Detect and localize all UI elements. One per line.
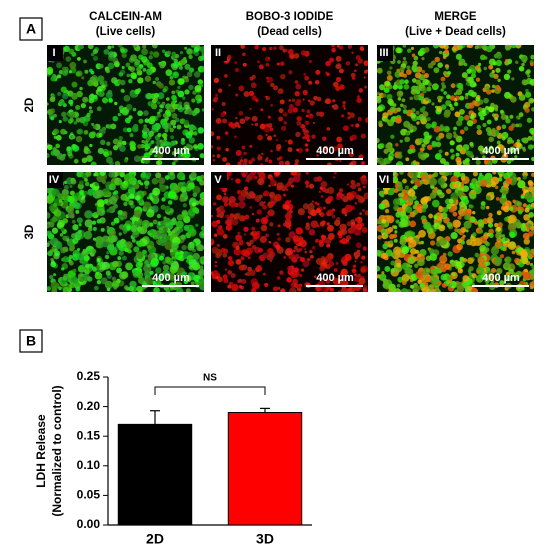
image-label-box	[377, 172, 393, 188]
image-label: I	[52, 47, 55, 59]
y-tick-label: 0.10	[77, 458, 101, 472]
significance-label: NS	[203, 373, 217, 384]
scale-bar-label: 400 µm	[152, 272, 190, 284]
scale-bar-label: 400 µm	[316, 272, 354, 284]
image-label: III	[379, 47, 388, 59]
column-subtitle: (Live + Dead cells)	[405, 26, 506, 38]
y-axis-label: LDH Release	[34, 414, 48, 488]
scale-bar-label: 400 µm	[152, 145, 190, 157]
micrograph: VI 400 µm	[377, 172, 534, 292]
image-label: VI	[379, 174, 389, 186]
bar	[227, 412, 303, 526]
image-label-box	[377, 45, 393, 61]
scale-bar-label: 400 µm	[482, 145, 520, 157]
column-title: CALCEIN-AM	[89, 11, 162, 23]
significance-bracket	[154, 386, 266, 395]
column-title: BOBO-3 IODIDE	[246, 11, 334, 23]
image-label-box	[47, 172, 63, 188]
panel-label-box	[19, 329, 43, 353]
image-label-box	[211, 172, 227, 188]
image-label: V	[214, 174, 222, 186]
micrograph: V 400 µm	[211, 172, 368, 292]
micrograph: I 400 µm	[47, 45, 204, 165]
x-tick-label: 3D	[256, 531, 274, 547]
row-label: 2D	[24, 98, 36, 113]
y-tick-label: 0.05	[77, 488, 101, 502]
y-tick-label: 0.20	[77, 399, 101, 413]
bar	[117, 423, 193, 526]
scale-bar-label: 400 µm	[482, 272, 520, 284]
image-label-box	[211, 45, 227, 61]
y-tick-label: 0.25	[77, 369, 101, 383]
image-label: IV	[49, 174, 60, 186]
panel-label: B	[26, 333, 36, 349]
y-tick-label: 0.00	[77, 517, 101, 531]
y-axis-label: (Normalized to control)	[50, 385, 64, 516]
micrograph: II 400 µm	[211, 45, 368, 165]
column-title: MERGE	[434, 11, 477, 23]
column-subtitle: (Dead cells)	[257, 26, 322, 38]
column-subtitle: (Live cells)	[96, 26, 156, 38]
micrograph: III 400 µm	[377, 45, 534, 165]
panel-label-box	[19, 17, 43, 41]
scale-bar-label: 400 µm	[316, 145, 354, 157]
x-tick-label: 2D	[146, 531, 164, 547]
image-label: II	[215, 47, 221, 59]
panel-label: A	[26, 21, 36, 37]
micrograph: IV 400 µm	[47, 172, 204, 292]
y-tick-label: 0.15	[77, 428, 101, 442]
row-label: 3D	[24, 225, 36, 240]
image-label-box	[47, 45, 63, 61]
